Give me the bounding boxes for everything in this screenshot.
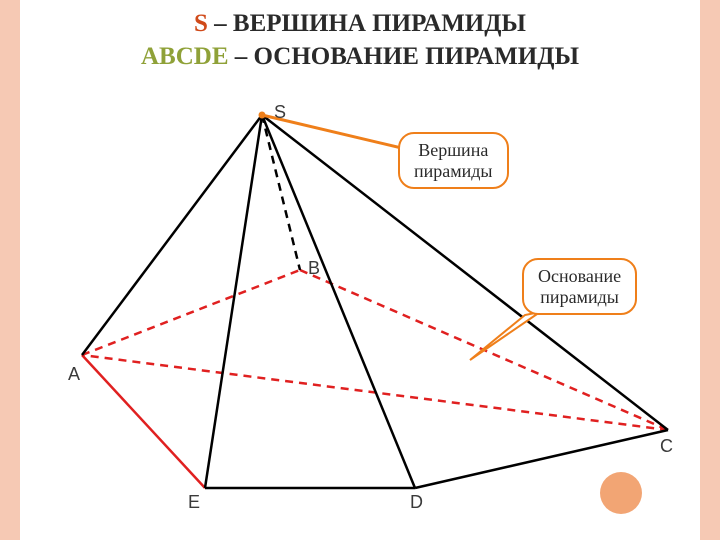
base-callout-line2: пирамиды <box>538 287 621 308</box>
edge-SD <box>262 115 415 488</box>
vertex-label-S: S <box>274 102 286 123</box>
vertex-label-B: B <box>308 258 320 279</box>
edge-SE <box>205 115 262 488</box>
vertex-label-D: D <box>410 492 423 513</box>
side-bar-left <box>0 0 20 540</box>
apex-callout: Вершина пирамиды <box>398 132 509 189</box>
title-rest-1: – ВЕРШИНА ПИРАМИДЫ <box>208 10 526 37</box>
edge-AE <box>82 355 205 488</box>
title-rest-2: – ОСНОВАНИЕ ПИРАМИДЫ <box>229 43 579 70</box>
apex-callout-line2: пирамиды <box>414 161 493 182</box>
base-callout: Основание пирамиды <box>522 258 637 315</box>
edge-SA <box>82 115 262 355</box>
pyramid-diagram: S A B C D E Вершина пирамиды Основание п… <box>40 100 680 520</box>
page-title: S – ВЕРШИНА ПИРАМИДЫ ABCDE – ОСНОВАНИЕ П… <box>20 8 700 73</box>
base-callout-line1: Основание <box>538 266 621 287</box>
apex-callout-line1: Вершина <box>414 140 493 161</box>
decoration-circle <box>600 472 642 514</box>
title-prefix-abcde: ABCDE <box>141 43 229 70</box>
vertex-label-E: E <box>188 492 200 513</box>
base-callout-tail <box>470 312 540 360</box>
vertex-label-A: A <box>68 364 80 385</box>
vertex-label-C: C <box>660 436 673 457</box>
title-prefix-s: S <box>194 10 208 37</box>
side-bar-right <box>700 0 720 540</box>
apex-pointer-dot <box>259 112 266 119</box>
